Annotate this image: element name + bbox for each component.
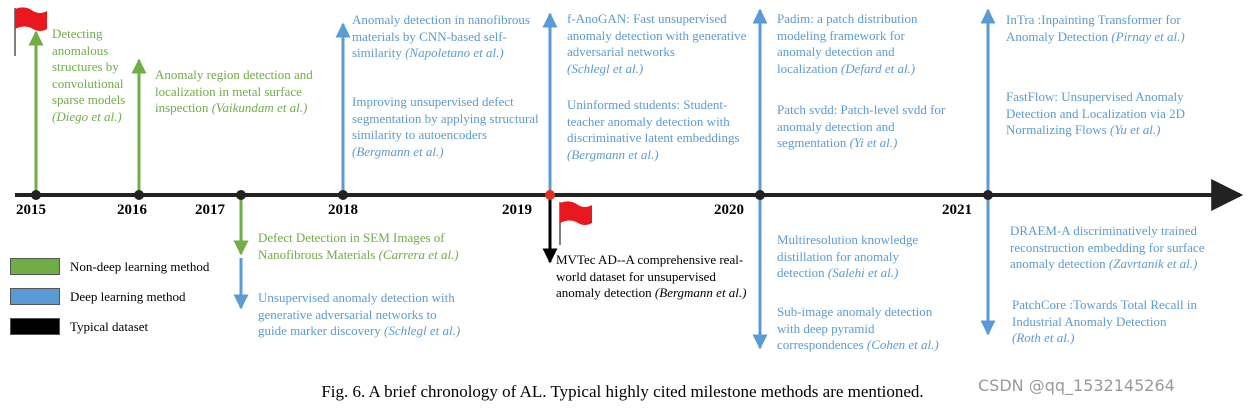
entry-authors: (Yu et al.) — [1110, 122, 1161, 137]
year-label: 2018 — [328, 202, 358, 218]
legend-swatch — [10, 258, 60, 275]
entry-authors: (Salehi et al.) — [827, 265, 899, 280]
entry-title: MVTec AD--A comprehensive real-world dat… — [556, 252, 744, 300]
entry-title: FastFlow: Unsupervised Anomaly Detection… — [1006, 89, 1186, 137]
entry-title: f-AnoGAN: Fast unsupervised anomaly dete… — [567, 11, 747, 59]
entry-title: Improving unsupervised defect segmentati… — [352, 94, 539, 142]
legend-swatch — [10, 318, 60, 335]
year-label: 2016 — [117, 202, 147, 218]
flag-icon — [14, 7, 47, 56]
milestone-entry: Anomaly detection in nanofibrous materia… — [352, 12, 542, 62]
milestone-entry: Uninformed students: Student-teacher ano… — [567, 97, 752, 163]
entry-authors: (Schlegl et al.) — [567, 60, 644, 76]
entry-title: Patch svdd: Patch-level svdd for anomaly… — [777, 102, 946, 150]
milestone-entry: Detecting anomalous structures by convol… — [52, 26, 144, 125]
entry-title: Defect Detection in SEM Images of Nanofi… — [258, 230, 445, 262]
entry-authors: (Bergmann et al.) — [352, 143, 444, 159]
milestone-entry: Patch svdd: Patch-level svdd for anomaly… — [777, 102, 947, 152]
entry-title: Unsupervised anomaly detection with gene… — [258, 290, 455, 338]
milestone-entry: Improving unsupervised defect segmentati… — [352, 94, 542, 160]
connectors — [28, 8, 996, 350]
milestone-entry: Anomaly region detection and localizatio… — [155, 67, 320, 117]
entry-authors: (Vaikundam et al.) — [211, 100, 308, 115]
entry-authors: (Zavrtanik et al.) — [1108, 256, 1198, 271]
entry-title: PatchCore :Towards Total Recall in Indus… — [1012, 297, 1197, 329]
entry-authors: (Diego et al.) — [52, 108, 122, 124]
milestone-entry: InTra :Inpainting Transformer for Anomal… — [1006, 12, 1221, 45]
year-label: 2015 — [16, 202, 46, 218]
legend-label: Deep learning method — [70, 289, 186, 304]
entry-authors: (Napoletano et al.) — [405, 45, 504, 60]
milestone-entry: f-AnoGAN: Fast unsupervised anomaly dete… — [567, 11, 752, 77]
milestone-dots — [31, 190, 993, 200]
milestone-entry: Multiresolution knowledge distillation f… — [777, 232, 947, 282]
entry-title: Sub-image anomaly detection with deep py… — [777, 304, 933, 352]
entry-title: InTra :Inpainting Transformer for Anomal… — [1006, 12, 1181, 44]
entry-title: Multiresolution knowledge distillation f… — [777, 232, 919, 280]
entry-title: DRAEM-A discriminatively trained reconst… — [1010, 223, 1205, 271]
milestone-entry: DRAEM-A discriminatively trained reconst… — [1010, 223, 1230, 273]
milestone-entry: FastFlow: Unsupervised Anomaly Detection… — [1006, 89, 1228, 139]
year-label: 2021 — [942, 202, 972, 218]
year-label: 2017 — [195, 202, 225, 218]
entry-title: Detecting anomalous structures by convol… — [52, 26, 126, 107]
entry-title: Uninformed students: Student-teacher ano… — [567, 97, 740, 145]
entry-authors: (Bergmann et al.) — [654, 285, 747, 300]
milestone-entry: Defect Detection in SEM Images of Nanofi… — [258, 230, 463, 263]
entry-authors: (Cohen et al.) — [866, 337, 939, 352]
entry-title: Anomaly region detection and localizatio… — [155, 67, 313, 115]
legend-label: Non-deep learning method — [70, 259, 210, 274]
year-label: 2020 — [714, 202, 744, 218]
year-label: 2019 — [502, 202, 532, 218]
milestone-entry: PatchCore :Towards Total Recall in Indus… — [1012, 297, 1212, 347]
milestone-entry: MVTec AD--A comprehensive real-world dat… — [556, 252, 748, 302]
entry-authors: (Bergmann et al.) — [567, 146, 659, 162]
legend-label: Typical dataset — [70, 319, 149, 334]
milestone-entry: Padim: a patch distribution modeling fra… — [777, 11, 952, 77]
entry-title: Padim: a patch distribution modeling fra… — [777, 11, 918, 76]
entry-authors: (Schlegl et al.) — [383, 323, 461, 338]
milestone-entry: Sub-image anomaly detection with deep py… — [777, 304, 957, 354]
caption: Fig. 6. A brief chronology of AL. Typica… — [321, 382, 924, 401]
milestone-entry: Unsupervised anomaly detection with gene… — [258, 290, 463, 340]
watermark: CSDN @qq_1532145264 — [978, 376, 1175, 395]
entry-title: Anomaly detection in nanofibrous materia… — [352, 12, 530, 60]
entry-authors: (Yi et al.) — [849, 135, 898, 150]
entry-authors: (Roth et al.) — [1012, 330, 1075, 345]
entry-authors: (Carrera et al.) — [378, 246, 459, 262]
legend-swatch — [10, 288, 60, 305]
entry-authors: (Defard et al.) — [840, 60, 916, 76]
entry-authors: (Pirnay et al.) — [1111, 28, 1185, 44]
flag-icon — [559, 201, 592, 245]
